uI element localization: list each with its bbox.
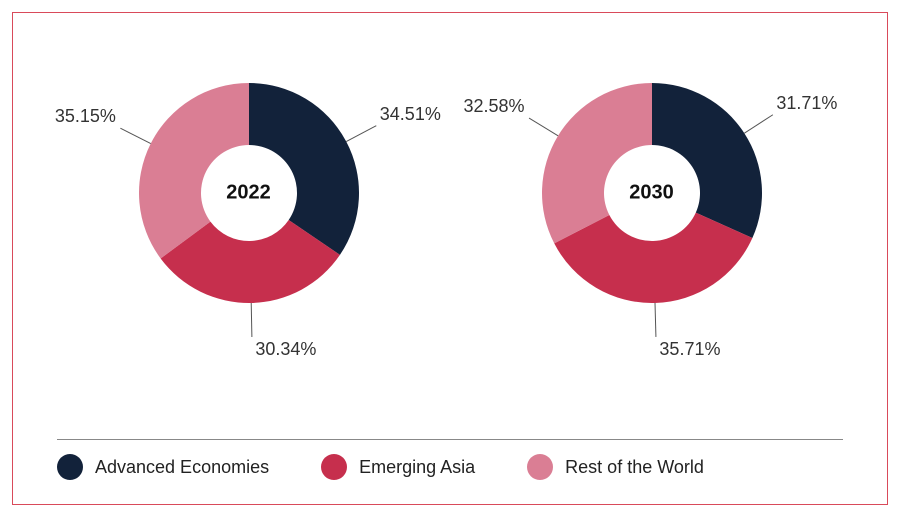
swatch-emerging: [321, 454, 347, 480]
chart-2022: 2022 34.51% 30.34% 35.15%: [54, 41, 444, 401]
pct-advanced-2022: 34.51%: [380, 104, 441, 125]
chart-frame: 2022 34.51% 30.34% 35.15% 2030 31.71% 35…: [12, 12, 888, 505]
pct-emerging-2030: 35.71%: [659, 339, 720, 360]
legend: Advanced Economies Emerging Asia Rest of…: [47, 454, 853, 486]
leader-emerging: [655, 303, 656, 337]
swatch-advanced: [57, 454, 83, 480]
leader-advanced: [346, 126, 376, 142]
leader-rest: [529, 118, 558, 136]
center-label-2030: 2030: [629, 182, 674, 205]
leader-rest: [120, 128, 150, 143]
swatch-rest: [527, 454, 553, 480]
pct-rest-2022: 35.15%: [55, 106, 116, 127]
leader-emerging: [251, 303, 252, 337]
legend-item-emerging: Emerging Asia: [321, 454, 475, 480]
charts-row: 2022 34.51% 30.34% 35.15% 2030 31.71% 35…: [47, 41, 853, 431]
legend-label-emerging: Emerging Asia: [359, 457, 475, 478]
center-label-2022: 2022: [226, 182, 271, 205]
pct-rest-2030: 32.58%: [463, 96, 524, 117]
leaders-2022: [54, 41, 444, 401]
pct-advanced-2030: 31.71%: [776, 93, 837, 114]
legend-divider: [57, 439, 843, 440]
legend-item-advanced: Advanced Economies: [57, 454, 269, 480]
pct-emerging-2022: 30.34%: [255, 339, 316, 360]
leader-advanced: [744, 115, 773, 133]
legend-label-advanced: Advanced Economies: [95, 457, 269, 478]
legend-label-rest: Rest of the World: [565, 457, 704, 478]
chart-2030: 2030 31.71% 35.71% 32.58%: [457, 41, 847, 401]
legend-item-rest: Rest of the World: [527, 454, 704, 480]
